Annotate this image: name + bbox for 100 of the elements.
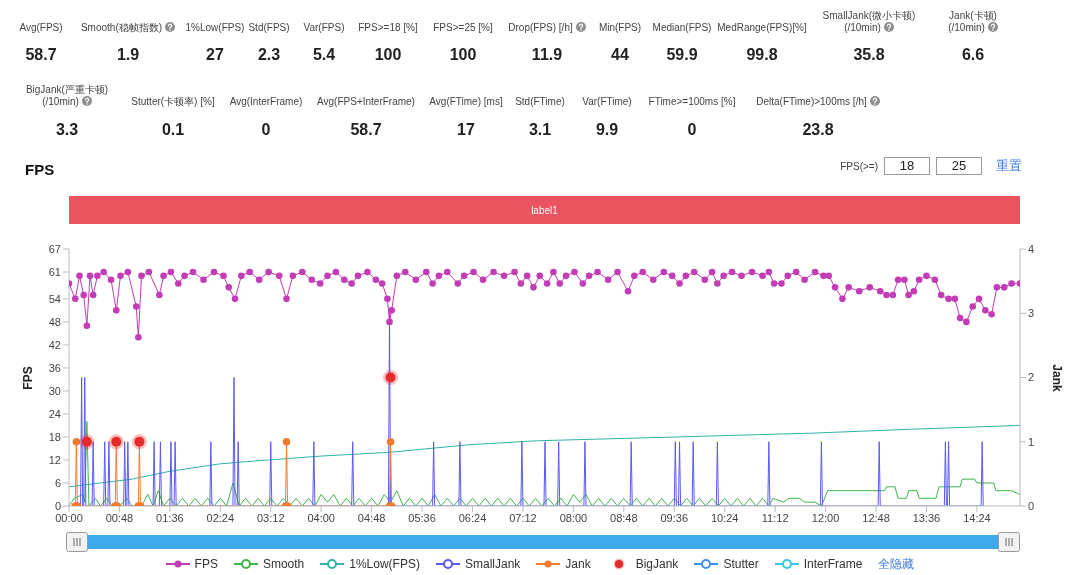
text: 重置 <box>996 157 1022 175</box>
data-label: 17 <box>457 121 475 138</box>
y-tick-label: 48 <box>48 315 61 328</box>
point <box>282 437 291 446</box>
data-label: 6.6 <box>961 46 985 63</box>
x-tick-label: 10:24 <box>710 511 739 524</box>
y2-tick-label: 3 <box>1028 307 1035 320</box>
category-label: Drop(FPS) [/h] <box>508 22 573 33</box>
x-tick-label: 12:00 <box>811 511 840 524</box>
category-label: Var(FTime) <box>582 96 632 107</box>
data-label: 59.9 <box>666 46 698 63</box>
y2-axis-title: Jank <box>1050 364 1064 392</box>
y2-tick-label: 0 <box>1028 499 1035 512</box>
data-label: 0 <box>261 121 271 138</box>
category-label: MedRange(FPS)[%] <box>717 22 807 33</box>
x-tick-label: 03:12 <box>256 511 285 524</box>
y-tick-label: 36 <box>48 361 61 374</box>
data-label: 23.8 <box>802 121 834 138</box>
legend-label: BigJank <box>635 557 679 571</box>
data-label: 0 <box>687 121 697 138</box>
category-label: FPS>=18 [%] <box>358 22 418 33</box>
legend-label: InterFrame <box>803 557 863 571</box>
category-label: Avg(InterFrame) <box>229 96 303 107</box>
category-label: Var(FPS) <box>303 22 345 33</box>
x-tick-label: 08:48 <box>610 511 638 524</box>
x-tick-label: 04:00 <box>307 511 335 524</box>
category-label: Std(FTime) <box>515 96 565 107</box>
category-label: Median(FPS) <box>652 22 712 33</box>
data-label: 44 <box>611 46 629 63</box>
text: 全隐藏 <box>878 555 915 573</box>
x-tick-label: 08:00 <box>559 511 588 524</box>
x-tick-label: 02:24 <box>206 511 235 524</box>
x-tick-label: 00:48 <box>105 511 134 524</box>
legend-label: Jank <box>565 557 591 571</box>
y-tick-label: 61 <box>48 265 61 278</box>
legend-label: 1%Low(FPS) <box>349 557 420 571</box>
line-series <box>69 424 1020 488</box>
category-label: Jank(卡顿) (/10min) <box>948 10 997 33</box>
x-tick-label: 01:36 <box>156 511 184 524</box>
x-tick-label: 09:36 <box>660 511 689 524</box>
data-label: 11.9 <box>531 46 563 63</box>
x-tick-label: 04:48 <box>357 511 386 524</box>
input-field: 18 <box>884 157 930 175</box>
point <box>108 434 124 450</box>
category-label: Avg(FTime) [ms] <box>429 96 503 107</box>
x-tick-label: 14:24 <box>963 511 991 524</box>
category-label: 1%Low(FPS) <box>185 22 245 33</box>
chart-title: FPS <box>25 161 55 178</box>
input-field: 25 <box>936 157 982 175</box>
x-tick-label: 13:36 <box>912 511 941 524</box>
data-label: 0.1 <box>161 121 185 138</box>
data-label: 2.3 <box>257 46 281 63</box>
x-tick-label: 05:36 <box>408 511 436 524</box>
category-label: Delta(FTime)>100ms [/h] <box>756 96 867 107</box>
category-label: SmallJank(微小卡顿) (/10min) <box>822 10 916 33</box>
x-tick-label: 12:48 <box>862 511 890 524</box>
point <box>131 434 147 450</box>
x-tick-label: 07:12 <box>509 511 537 524</box>
data-label: 99.8 <box>746 46 778 63</box>
legend-label: SmallJank <box>464 557 521 571</box>
x-tick-label: 00:00 <box>55 511 83 524</box>
point <box>386 437 395 446</box>
data-label: 27 <box>206 46 224 63</box>
point <box>72 437 81 446</box>
data-label: 35.8 <box>853 46 885 63</box>
category-label: Smooth(稳帧指数) <box>80 22 163 33</box>
data-label: 5.4 <box>312 46 336 63</box>
y-tick-label: 12 <box>48 453 61 466</box>
label-strip: label1 <box>69 196 1020 224</box>
y2-tick-label: 4 <box>1028 242 1035 255</box>
category-label: Avg(FPS+InterFrame) <box>317 96 415 107</box>
category-label: BigJank(严重卡顿) (/10min) <box>25 84 109 107</box>
data-label: 3.1 <box>528 121 552 138</box>
y-tick-label: 30 <box>48 384 61 397</box>
legend-label: Smooth <box>262 557 305 571</box>
y-axis-title: FPS <box>21 366 35 390</box>
y-tick-label: 24 <box>48 407 61 420</box>
y-tick-label: 6 <box>54 476 61 489</box>
category-label: Avg(FPS) <box>19 22 63 33</box>
y-tick-label: 54 <box>48 292 61 305</box>
y-tick-label: 67 <box>48 242 61 255</box>
data-label: 58.7 <box>25 46 57 63</box>
category-label: Min(FPS) <box>598 22 642 33</box>
legend-label: FPS <box>194 557 218 571</box>
y-tick-label: 0 <box>54 499 61 512</box>
data-label: 58.7 <box>350 121 382 138</box>
point <box>383 370 399 385</box>
y-tick-label: 18 <box>48 430 61 443</box>
y2-tick-label: 2 <box>1028 371 1035 384</box>
category-label: FTime>=100ms [%] <box>648 96 736 107</box>
x-tick-label: 11:12 <box>761 511 789 524</box>
point <box>79 434 95 450</box>
category-label: Std(FPS) <box>248 22 290 33</box>
category-label: FPS>=25 [%] <box>433 22 493 33</box>
data-label: 1.9 <box>116 46 140 63</box>
legend-label: Stutter <box>723 557 759 571</box>
y-tick-label: 42 <box>48 338 61 351</box>
y2-tick-label: 1 <box>1028 435 1035 448</box>
category-label: Stutter(卡顿率) [%] <box>131 96 215 107</box>
data-label: 3.3 <box>55 121 79 138</box>
